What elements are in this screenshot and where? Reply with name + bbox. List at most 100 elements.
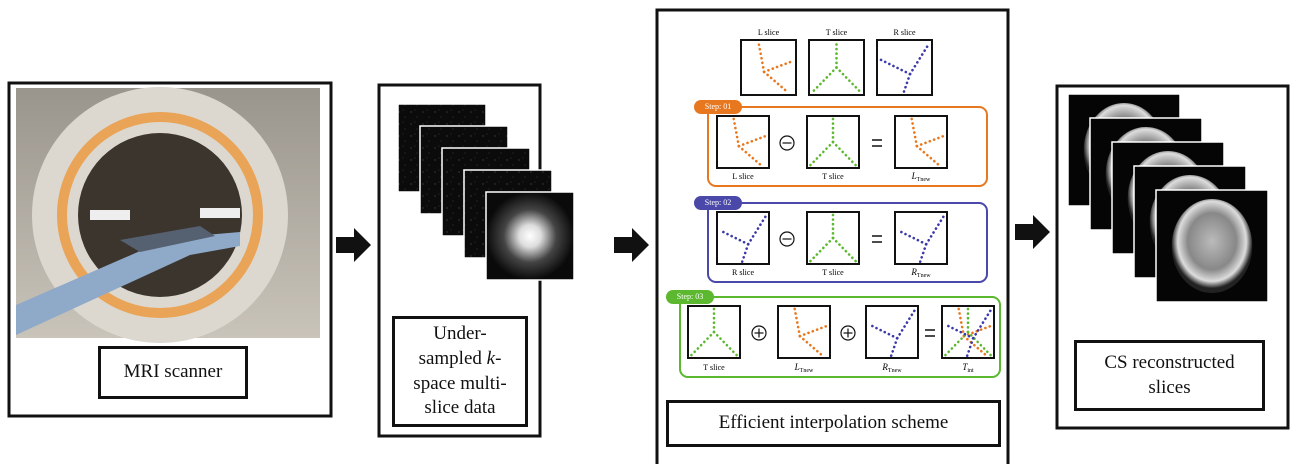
slice-branch (746, 213, 768, 246)
slice-branch (902, 72, 912, 95)
slice-branch (732, 117, 741, 148)
slice-box (894, 211, 948, 265)
label-sub: Tnew (917, 177, 931, 183)
slice-label: Tint (962, 362, 974, 374)
slice-branch (867, 322, 899, 340)
slice-branch (924, 213, 946, 246)
slice-label: RTnew (881, 362, 902, 374)
label-main: T (962, 362, 968, 372)
mri-photo (16, 87, 320, 343)
slice-branch (712, 330, 739, 357)
slice-label: T slice (822, 172, 844, 181)
panel-frame (1055, 84, 1290, 430)
slice-label: RTnew (910, 267, 931, 279)
slice-branch (910, 117, 919, 148)
slice-label: L slice (732, 172, 754, 181)
kspace-slice (485, 191, 575, 281)
label-main: R (881, 362, 888, 372)
slice-box (716, 115, 770, 169)
slice-branch (793, 307, 802, 338)
panel-frame (655, 8, 1010, 464)
arrow (1015, 215, 1050, 249)
slice-label: LTnew (794, 362, 814, 374)
slice-branch (737, 144, 763, 167)
step-badge (694, 100, 742, 114)
operator (779, 231, 795, 247)
slice-branch (943, 330, 970, 357)
slice-branch (962, 334, 988, 357)
slice-branch (740, 242, 750, 264)
slice-box (740, 39, 797, 96)
slice-box (876, 39, 933, 96)
label-main: L (794, 362, 800, 372)
slice-box (777, 305, 831, 359)
slice-branch (798, 334, 824, 357)
slice-branch (943, 322, 975, 340)
operator (840, 325, 856, 341)
reconstruction-label: CS reconstructed slices (1074, 340, 1265, 411)
brain-shape (1171, 198, 1253, 294)
slice-branch (810, 66, 838, 94)
label-part: -space multi-slice data (413, 347, 507, 419)
slice-branch (808, 140, 835, 167)
step-frame (707, 106, 988, 187)
slice-label: T slice (826, 28, 848, 37)
arrow (336, 228, 371, 262)
step-badge (666, 290, 714, 304)
slice-branch (966, 330, 993, 357)
slice-label: T slice (822, 268, 844, 277)
scanner-label: MRI scanner (98, 346, 248, 399)
slice-box (716, 211, 770, 265)
panel-frame (7, 81, 333, 418)
label-part: Under-sampled (418, 323, 487, 369)
slice-branch (889, 336, 899, 358)
step-frame (679, 296, 1001, 378)
slice-branch (718, 228, 750, 246)
label-sub: Tnew (888, 368, 902, 374)
slice-branch (808, 236, 835, 263)
slice-branch (896, 228, 928, 246)
slice-branch (971, 307, 993, 340)
slice-branch (831, 236, 858, 263)
slice-branch (762, 70, 790, 94)
label-main: L (911, 171, 917, 181)
slice-branch (757, 41, 766, 74)
slice-branch (918, 242, 928, 264)
slice-branch (798, 324, 829, 338)
step-badge (694, 196, 742, 210)
slice-branch (957, 307, 966, 338)
kspace-label: Under-sampled k-space multi-slice data (392, 316, 528, 427)
label-sub: Tnew (917, 273, 931, 279)
slice-branch (689, 330, 716, 357)
slice-box (894, 115, 948, 169)
slice-branch (908, 41, 931, 76)
slice-label: LTnew (911, 171, 931, 183)
slice-branch (895, 307, 917, 340)
arrow (614, 228, 649, 262)
slice-branch (915, 134, 946, 148)
label-main: R (910, 267, 917, 277)
label-sub: int (967, 368, 974, 374)
operator (751, 325, 767, 341)
label-sub: Tnew (800, 368, 814, 374)
step-badge-text: Step: 03 (677, 292, 703, 301)
slice-label: T slice (703, 363, 725, 372)
step-badge-text: Step: 01 (705, 102, 731, 111)
slice-branch (835, 66, 863, 94)
operator (779, 135, 795, 151)
slice-branch (762, 59, 795, 74)
step-badge-text: Step: 02 (705, 198, 731, 207)
slice-branch (737, 134, 768, 148)
slice-branch (915, 144, 941, 167)
slice-branch (965, 336, 975, 358)
slice-label: R slice (732, 268, 754, 277)
slice-branch (831, 140, 858, 167)
slice-branch (878, 57, 912, 76)
step-frame (707, 202, 988, 283)
interpolation-label: Efficient interpolation scheme (666, 400, 1001, 447)
label-part: k (486, 347, 496, 369)
slice-box (865, 305, 919, 359)
slice-label: R slice (894, 28, 916, 37)
